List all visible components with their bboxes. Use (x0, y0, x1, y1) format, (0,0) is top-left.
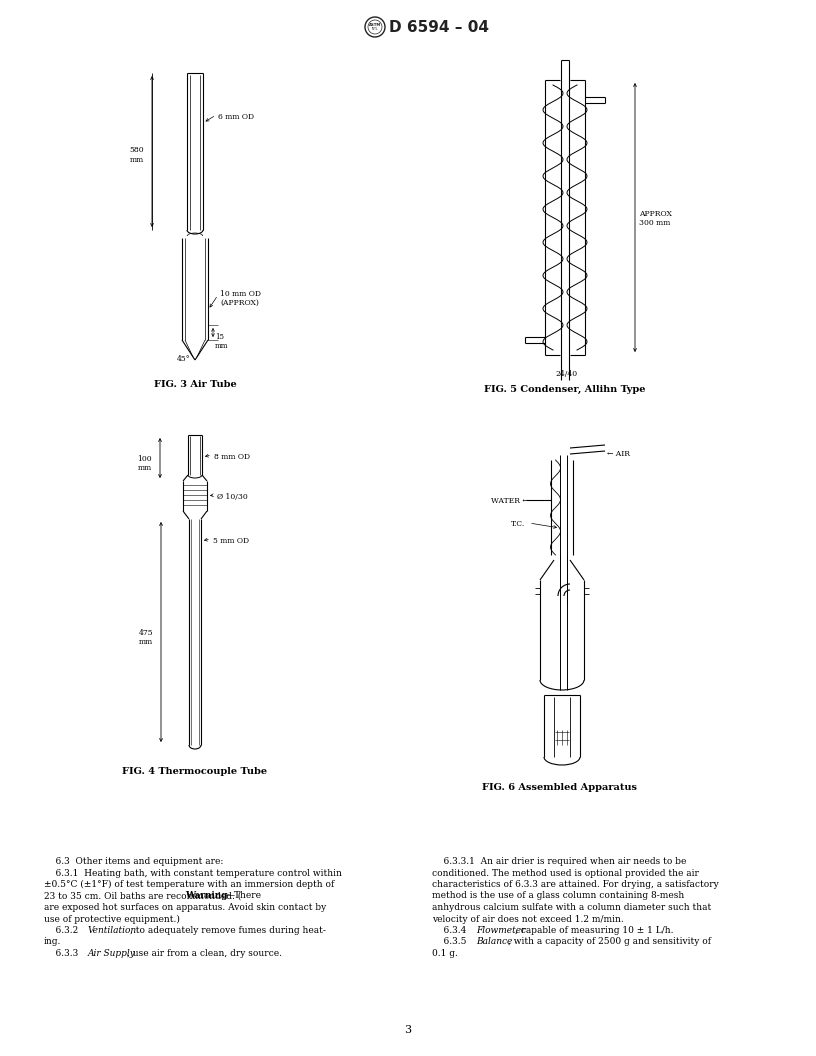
Text: 6.3  Other items and equipment are:: 6.3 Other items and equipment are: (44, 857, 224, 866)
Text: Ø 10/30: Ø 10/30 (217, 493, 248, 501)
Text: use of protective equipment.): use of protective equipment.) (44, 914, 180, 924)
Text: Flowmeter: Flowmeter (476, 926, 526, 935)
Text: 6.3.4: 6.3.4 (432, 926, 472, 935)
Text: 23 to 35 cm. Oil baths are recommended. (: 23 to 35 cm. Oil baths are recommended. … (44, 891, 242, 901)
Text: 0.1 g.: 0.1 g. (432, 949, 458, 958)
Text: 45°: 45° (177, 355, 191, 363)
Text: Air Supply: Air Supply (88, 949, 136, 958)
Text: , capable of measuring 10 ± 1 L/h.: , capable of measuring 10 ± 1 L/h. (515, 926, 673, 935)
Text: ← AIR: ← AIR (607, 450, 630, 458)
Text: APPROX
300 mm: APPROX 300 mm (639, 209, 672, 227)
Text: FIG. 3 Air Tube: FIG. 3 Air Tube (153, 380, 237, 389)
Text: 8 mm OD: 8 mm OD (214, 453, 251, 461)
Text: , with a capacity of 2500 g and sensitivity of: , with a capacity of 2500 g and sensitiv… (508, 938, 711, 946)
Text: 580
mm: 580 mm (130, 147, 144, 164)
Text: 100
mm: 100 mm (137, 455, 152, 472)
Text: FIG. 4 Thermocouple Tube: FIG. 4 Thermocouple Tube (122, 767, 268, 776)
Text: —There: —There (225, 891, 261, 901)
Text: Warning: Warning (185, 891, 228, 901)
Text: characteristics of 6.3.3 are attained. For drying, a satisfactory: characteristics of 6.3.3 are attained. F… (432, 880, 719, 889)
Text: 6.3.3: 6.3.3 (44, 949, 84, 958)
Text: D 6594 – 04: D 6594 – 04 (389, 19, 489, 35)
Text: 475
mm: 475 mm (139, 629, 153, 646)
Text: 6.3.3.1  An air drier is required when air needs to be: 6.3.3.1 An air drier is required when ai… (432, 857, 686, 866)
Text: ±0.5°C (±1°F) of test temperature with an immersion depth of: ±0.5°C (±1°F) of test temperature with a… (44, 880, 335, 889)
Text: Balance: Balance (476, 938, 512, 946)
Text: 6.3.2: 6.3.2 (44, 926, 84, 935)
Text: WATER ←: WATER ← (491, 497, 529, 505)
Text: , to adequately remove fumes during heat-: , to adequately remove fumes during heat… (130, 926, 326, 935)
Text: 5 mm OD: 5 mm OD (213, 538, 249, 545)
Text: velocity of air does not exceed 1.2 m/min.: velocity of air does not exceed 1.2 m/mi… (432, 914, 623, 924)
Text: FIG. 5 Condenser, Allihn Type: FIG. 5 Condenser, Allihn Type (484, 385, 645, 394)
Text: 3: 3 (405, 1025, 411, 1035)
Text: method is the use of a glass column containing 8-mesh: method is the use of a glass column cont… (432, 891, 685, 901)
Text: 24/40: 24/40 (555, 370, 577, 378)
Text: INTL: INTL (372, 27, 379, 31)
Text: 6 mm OD: 6 mm OD (218, 113, 254, 121)
Text: 15
mm: 15 mm (215, 333, 228, 351)
Text: ing.: ing. (44, 938, 61, 946)
Text: 10 mm OD
(APPROX): 10 mm OD (APPROX) (220, 290, 261, 307)
Text: anhydrous calcium sulfate with a column diameter such that: anhydrous calcium sulfate with a column … (432, 903, 712, 912)
Text: FIG. 6 Assembled Apparatus: FIG. 6 Assembled Apparatus (482, 782, 637, 792)
Text: Ventilation: Ventilation (88, 926, 137, 935)
Text: are exposed hot surfaces on apparatus. Avoid skin contact by: are exposed hot surfaces on apparatus. A… (44, 903, 326, 912)
Text: 6.3.1  Heating bath, with constant temperature control within: 6.3.1 Heating bath, with constant temper… (44, 868, 342, 878)
Text: 6.3.5: 6.3.5 (432, 938, 472, 946)
Text: ASTM: ASTM (369, 23, 381, 27)
Text: , use air from a clean, dry source.: , use air from a clean, dry source. (127, 949, 282, 958)
Text: conditioned. The method used is optional provided the air: conditioned. The method used is optional… (432, 868, 698, 878)
Text: T.C.: T.C. (511, 520, 526, 528)
